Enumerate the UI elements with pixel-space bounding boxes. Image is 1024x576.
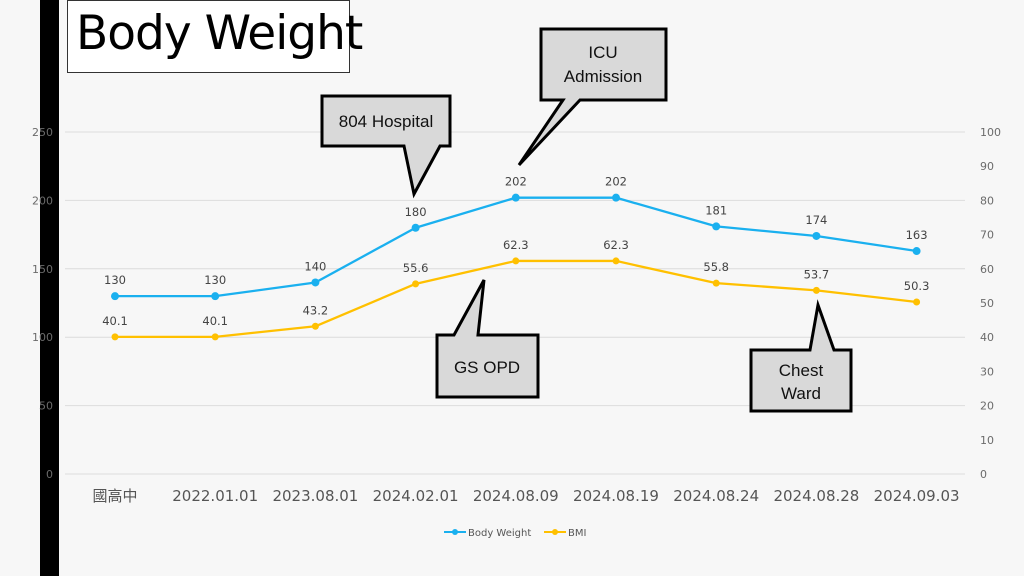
data-point xyxy=(612,257,620,265)
y-right-tick-label: 70 xyxy=(980,229,994,242)
data-label: 55.6 xyxy=(403,261,429,275)
data-point xyxy=(612,193,620,202)
y-left-tick-label: 50 xyxy=(39,400,53,413)
data-point xyxy=(712,279,720,287)
data-point xyxy=(311,278,320,287)
x-category-label: 2024.08.19 xyxy=(573,487,659,505)
data-point xyxy=(311,322,319,330)
data-label: 180 xyxy=(405,205,427,219)
callout-shape xyxy=(517,27,668,167)
data-label: 181 xyxy=(705,203,727,217)
data-label: 174 xyxy=(805,213,827,227)
data-label: 62.3 xyxy=(603,238,629,252)
x-category-label: 2024.02.01 xyxy=(373,487,459,505)
callout-shape xyxy=(749,299,853,413)
callout-gs-opd: GS OPD xyxy=(435,279,540,399)
data-label: 202 xyxy=(505,175,527,189)
data-label: 163 xyxy=(906,228,928,242)
data-label: 130 xyxy=(204,273,226,287)
data-point xyxy=(211,292,220,301)
y-right-tick-label: 40 xyxy=(980,331,994,344)
y-right-tick-label: 20 xyxy=(980,400,994,413)
callout-chest-ward: Chest Ward xyxy=(749,299,853,413)
chart-title: Body Weight xyxy=(76,6,363,61)
callout-text: Ward xyxy=(781,384,821,403)
title-box xyxy=(67,0,350,73)
data-point xyxy=(111,333,119,341)
data-point xyxy=(512,257,520,265)
data-label: 53.7 xyxy=(804,267,830,281)
series-body-weight: 130 130 140 180 202 202 181 174 163 xyxy=(104,175,928,301)
data-label: 40.1 xyxy=(102,314,128,328)
y-left-tick-label: 200 xyxy=(32,194,53,207)
legend-label: Body Weight xyxy=(468,528,531,539)
x-category-label: 2024.08.09 xyxy=(473,487,559,505)
callout-text: Admission xyxy=(564,67,642,86)
y-left-tick-label: 100 xyxy=(32,331,53,344)
data-label: 50.3 xyxy=(904,279,930,293)
callout-shape xyxy=(320,94,452,199)
x-category-label: 國高中 xyxy=(92,487,137,505)
callout-text: ICU xyxy=(588,43,617,62)
left-accent-bar xyxy=(40,0,59,576)
data-label: 140 xyxy=(304,259,326,273)
data-point xyxy=(412,280,420,288)
y-right-tick-label: 90 xyxy=(980,160,994,173)
y-right-tick-label: 100 xyxy=(980,126,1001,139)
data-point xyxy=(712,222,721,231)
callout-804-hospital: 804 Hospital xyxy=(320,94,452,199)
data-label: 55.8 xyxy=(703,260,729,274)
data-point xyxy=(812,231,821,240)
x-category-label: 2023.08.01 xyxy=(272,487,358,505)
series-line xyxy=(115,259,917,339)
data-label: 130 xyxy=(104,273,126,287)
x-axis-categories: 國高中 2022.01.01 2023.08.01 2024.02.01 2024.08… xyxy=(92,487,959,505)
legend-marker xyxy=(552,529,558,535)
legend-item-body-weight: Body Weight xyxy=(444,528,531,539)
data-label: 43.2 xyxy=(303,303,329,317)
data-label: 40.1 xyxy=(202,314,228,328)
y-axis-left: 0 50 100 150 200 250 xyxy=(32,126,53,481)
legend-marker xyxy=(452,529,458,535)
y-right-tick-label: 50 xyxy=(980,297,994,310)
data-label: 62.3 xyxy=(503,238,529,252)
callout-icu-admission: ICU Admission xyxy=(517,27,668,167)
data-point xyxy=(913,298,921,306)
callout-text: 804 Hospital xyxy=(339,112,434,131)
legend-item-bmi: BMI xyxy=(544,528,586,539)
data-point xyxy=(912,247,921,256)
data-point xyxy=(111,292,119,301)
x-category-label: 2024.08.24 xyxy=(673,487,759,505)
x-category-label: 2024.09.03 xyxy=(874,487,960,505)
data-point xyxy=(411,223,420,232)
callout-text: GS OPD xyxy=(454,358,520,377)
x-category-label: 2022.01.01 xyxy=(172,487,258,505)
y-right-tick-label: 80 xyxy=(980,194,994,207)
data-point xyxy=(211,333,219,341)
y-axis-right: 0 10 20 30 40 50 60 70 80 90 100 xyxy=(980,126,1001,481)
callouts: 804 Hospital ICU Admission GS OPD Chest Ward xyxy=(320,27,853,413)
x-category-label: 2024.08.28 xyxy=(773,487,859,505)
y-right-tick-label: 60 xyxy=(980,263,994,276)
data-point xyxy=(511,193,520,202)
y-left-tick-label: 0 xyxy=(46,468,53,481)
y-right-tick-label: 30 xyxy=(980,365,994,378)
y-left-tick-label: 250 xyxy=(32,126,53,139)
y-left-tick-label: 150 xyxy=(32,263,53,276)
callout-text: Chest xyxy=(779,361,824,380)
callout-shape xyxy=(435,279,540,399)
series-lines: 130 130 140 180 202 202 181 174 163 40.1 40.1 43.2 5… xyxy=(102,175,929,341)
data-label: 202 xyxy=(605,175,627,189)
y-right-tick-label: 0 xyxy=(980,468,987,481)
y-right-tick-label: 10 xyxy=(980,434,994,447)
legend: Body Weight BMI xyxy=(444,528,586,539)
legend-label: BMI xyxy=(568,528,586,539)
series-bmi: 40.1 40.1 43.2 55.6 62.3 62.3 55.8 53.7 50.3 xyxy=(102,238,930,341)
data-point xyxy=(812,286,820,294)
